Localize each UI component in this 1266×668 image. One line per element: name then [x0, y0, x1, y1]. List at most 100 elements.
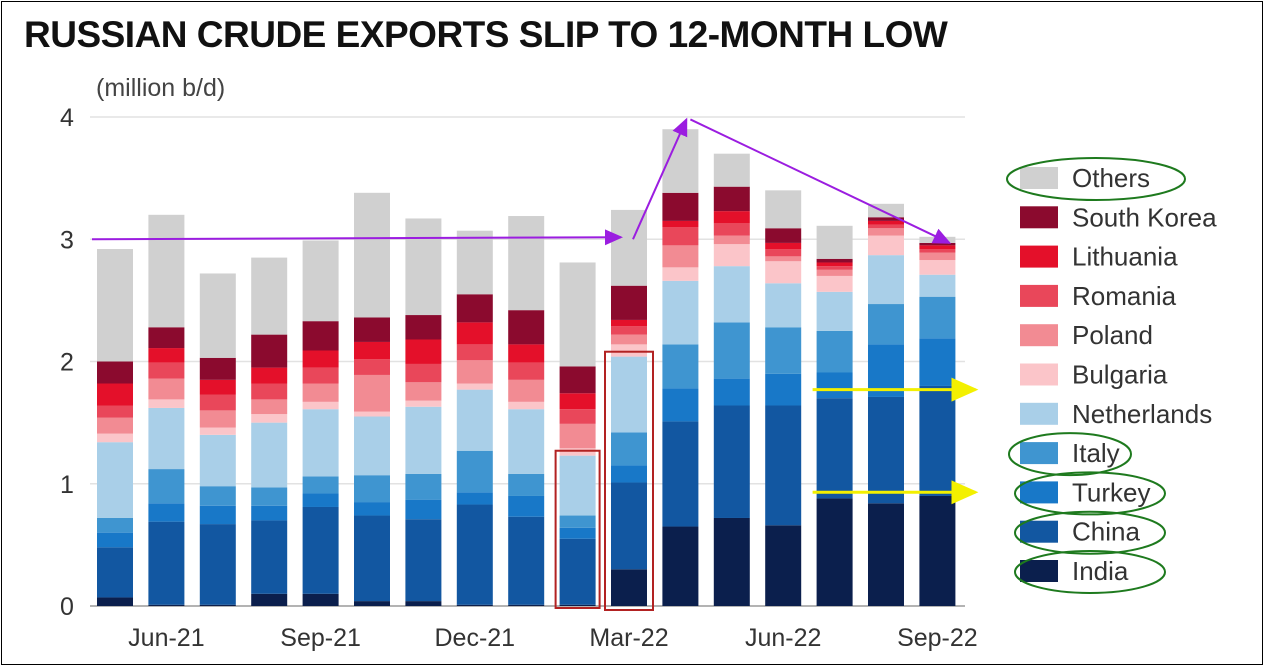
bar-segment	[765, 249, 802, 257]
bar-segment	[199, 273, 236, 358]
legend-label: Netherlands	[1072, 399, 1212, 429]
bar-segment	[199, 379, 236, 395]
bar-segment	[816, 372, 853, 399]
legend-highlight-circle	[1008, 432, 1132, 477]
legend-swatch	[1020, 206, 1058, 229]
bar-segment	[816, 266, 853, 270]
y-tick-labels: 0 1 2 3 4	[60, 104, 74, 621]
bar-segment	[302, 593, 339, 606]
legend-label: South Korea	[1072, 202, 1217, 232]
bar-segment	[508, 516, 545, 605]
bar-segment	[456, 389, 493, 451]
bar-segment	[302, 350, 339, 368]
bar-segment	[148, 469, 185, 504]
bar-segment	[919, 252, 956, 261]
bar-segment	[868, 503, 904, 606]
bar-segment	[611, 334, 647, 345]
bar-segment	[456, 360, 493, 384]
bar-segment	[611, 285, 647, 320]
legend-swatch	[1020, 560, 1058, 582]
bar-segment	[765, 256, 802, 262]
bar-segment	[816, 398, 853, 499]
bar-segment	[199, 394, 236, 411]
bar-segment	[816, 258, 853, 263]
bar-segment	[713, 517, 750, 606]
bar-segment	[97, 433, 133, 443]
bar-segment	[405, 400, 442, 407]
bar-segment	[868, 396, 904, 504]
bar-segment	[251, 422, 288, 488]
bar-segment	[508, 216, 545, 311]
bar-segment	[456, 604, 493, 606]
trend-arrow	[632, 117, 688, 240]
bar-segment	[765, 373, 802, 406]
bar-segment	[354, 515, 390, 602]
bar-segment	[199, 357, 236, 380]
bar-segment	[302, 321, 339, 351]
legend-swatch	[1020, 167, 1058, 189]
bar-segment	[713, 153, 750, 187]
bar-segment	[251, 593, 288, 606]
highlight-box	[604, 350, 654, 611]
bar-segment	[508, 379, 545, 402]
bar-segment	[508, 344, 545, 363]
bar-segment	[405, 218, 442, 316]
bar-segment	[662, 267, 699, 281]
bar-segment	[868, 203, 904, 218]
bar-segment	[354, 411, 390, 417]
legend-label: Poland	[1072, 320, 1153, 350]
bar-segment	[405, 315, 442, 340]
bar-segment	[456, 294, 493, 323]
bar-segment	[559, 515, 596, 528]
bar-segment	[611, 569, 647, 606]
bar-segment	[662, 245, 699, 268]
bar-segment	[508, 362, 545, 380]
bar-segment	[611, 482, 647, 570]
bar-segment	[559, 366, 596, 394]
bar-segment	[662, 526, 699, 606]
bar-segment	[765, 228, 802, 243]
legend-label: Italy	[1072, 438, 1120, 468]
bar-segment	[354, 601, 390, 606]
legend-label: Lithuania	[1072, 242, 1178, 272]
bar-segment	[251, 414, 288, 423]
legend-highlight-circle	[1014, 510, 1166, 555]
bar-segment	[611, 432, 647, 466]
bar-segment	[302, 506, 339, 594]
legend-swatch	[1020, 363, 1058, 386]
y-tick-label: 3	[60, 226, 74, 254]
bar-segment	[302, 476, 339, 494]
legend-swatch	[1020, 245, 1058, 268]
bar-segment	[199, 486, 236, 506]
bar-segment	[251, 520, 288, 594]
bar-segment	[199, 604, 236, 606]
bar-segment	[302, 383, 339, 402]
bar-segment	[559, 393, 596, 410]
bar-segment	[559, 262, 596, 367]
x-tick-label: Mar-22	[589, 624, 668, 652]
bar-segment	[456, 230, 493, 295]
y-tick-label: 0	[60, 593, 74, 621]
bar-segment	[713, 266, 750, 323]
bar-segment	[508, 409, 545, 474]
bar-segment	[559, 538, 596, 605]
highlight-box	[554, 449, 601, 609]
y-axis-unit-label: (million b/d)	[96, 74, 226, 102]
bar-segment	[611, 465, 647, 483]
bar-segment	[919, 385, 956, 496]
bar-segment	[868, 224, 904, 229]
bar-segment	[251, 399, 288, 415]
bar-segment	[97, 405, 133, 418]
bar-segment	[97, 532, 133, 548]
bar-segment	[713, 322, 750, 379]
bar-segment	[713, 244, 750, 267]
legend-label: India	[1072, 556, 1129, 586]
bar-segment	[456, 504, 493, 605]
bar-segment	[354, 192, 390, 318]
bar-segment	[765, 283, 802, 328]
annotations	[91, 117, 979, 611]
x-tick-label: Sep-21	[280, 624, 361, 652]
bar-segment	[405, 601, 442, 606]
bar-segment	[919, 242, 956, 246]
